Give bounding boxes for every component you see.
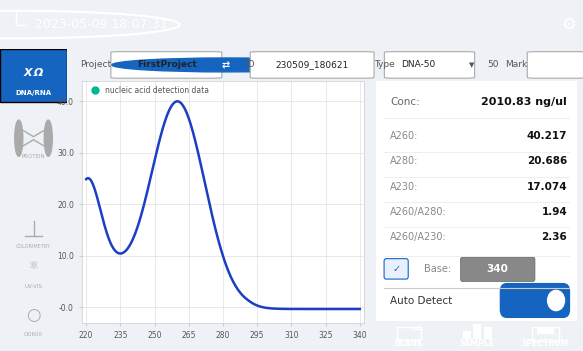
Text: 340: 340 — [487, 264, 508, 274]
Text: ⇄: ⇄ — [222, 60, 230, 70]
Text: Conc:: Conc: — [390, 97, 420, 107]
Circle shape — [15, 120, 23, 156]
Text: DNA-50: DNA-50 — [401, 60, 435, 69]
Text: ID: ID — [245, 60, 255, 69]
Text: 230509_180621: 230509_180621 — [276, 60, 349, 69]
FancyBboxPatch shape — [250, 52, 374, 78]
Text: 2.36: 2.36 — [542, 232, 567, 242]
Text: ○: ○ — [26, 306, 41, 324]
FancyBboxPatch shape — [537, 327, 554, 334]
Text: Base:: Base: — [424, 264, 451, 274]
Text: Mark: Mark — [505, 60, 527, 69]
Text: BLANK: BLANK — [395, 339, 423, 348]
FancyBboxPatch shape — [527, 52, 583, 78]
Text: COLORIMETRY: COLORIMETRY — [16, 244, 51, 249]
Text: A280:: A280: — [390, 156, 419, 166]
Text: SPECTRUM: SPECTRUM — [522, 339, 569, 348]
Circle shape — [44, 120, 52, 156]
Text: ⚙: ⚙ — [561, 15, 576, 34]
Text: FirstProject: FirstProject — [137, 60, 196, 69]
Text: 40.217: 40.217 — [526, 131, 567, 141]
Text: A230:: A230: — [390, 181, 419, 192]
FancyBboxPatch shape — [500, 283, 570, 318]
Text: PROTEIN: PROTEIN — [22, 154, 45, 159]
Text: ✓: ✓ — [392, 264, 400, 274]
Text: 2010.83 ng/ul: 2010.83 ng/ul — [482, 97, 567, 107]
Text: X Ω: X Ω — [23, 68, 44, 78]
FancyBboxPatch shape — [372, 76, 581, 326]
Text: UV-VIS: UV-VIS — [24, 284, 43, 289]
Text: A260:: A260: — [390, 131, 419, 141]
Text: SAMPLE: SAMPLE — [460, 339, 494, 348]
Text: 1.94: 1.94 — [542, 207, 567, 217]
FancyBboxPatch shape — [461, 257, 535, 282]
Text: A260/A230:: A260/A230: — [390, 232, 447, 242]
Text: Auto Detect: Auto Detect — [390, 296, 452, 306]
FancyBboxPatch shape — [484, 327, 491, 339]
Text: 20.686: 20.686 — [527, 156, 567, 166]
Text: A260/A280:: A260/A280: — [390, 207, 447, 217]
Text: Project: Project — [80, 60, 111, 69]
FancyBboxPatch shape — [0, 49, 67, 102]
Circle shape — [547, 290, 564, 311]
Text: 2023-05-09 18:07:31: 2023-05-09 18:07:31 — [35, 18, 167, 31]
Circle shape — [112, 58, 339, 72]
Text: Type: Type — [374, 60, 395, 69]
FancyBboxPatch shape — [463, 331, 470, 339]
FancyBboxPatch shape — [473, 324, 481, 339]
Text: ⚛: ⚛ — [29, 261, 38, 271]
Text: 17.074: 17.074 — [526, 181, 567, 192]
FancyBboxPatch shape — [111, 52, 222, 78]
Text: 50: 50 — [487, 60, 498, 69]
Text: DNA/RNA: DNA/RNA — [16, 90, 51, 96]
FancyBboxPatch shape — [384, 259, 408, 279]
FancyBboxPatch shape — [384, 52, 475, 78]
Text: OD600: OD600 — [24, 332, 43, 337]
Legend: nucleic acid detection data: nucleic acid detection data — [86, 85, 210, 97]
Text: ▼: ▼ — [469, 62, 475, 68]
